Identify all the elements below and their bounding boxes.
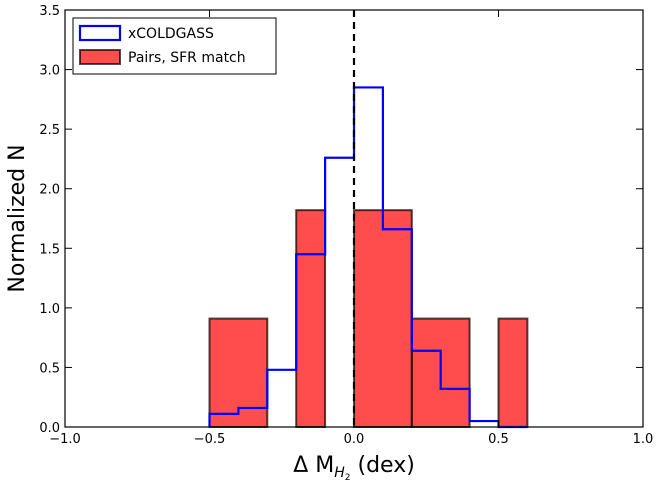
x-axis-title-text: Δ MH2 (dex) xyxy=(293,453,415,483)
x-tick-label: 0.0 xyxy=(344,432,365,447)
x-tick-label: 1.0 xyxy=(633,432,654,447)
legend-swatch-xcoldgass xyxy=(78,24,122,42)
legend-label-xcoldgass: xCOLDGASS xyxy=(128,26,214,42)
pairs-bar-4 xyxy=(497,317,529,428)
legend: xCOLDGASS Pairs, SFR match xyxy=(72,17,277,75)
x-axis-title: Δ MH2 (dex) xyxy=(293,453,415,483)
y-axis-title: Normalized N xyxy=(5,144,30,292)
pairs-bar-1 xyxy=(295,209,327,428)
ticks-layer: −1.0 −0.5 0.0 0.5 1.0 0.0 0.5 1.0 1.5 2.0 2.5 3.0 3.… xyxy=(39,4,653,447)
y-tick-label: 3.5 xyxy=(39,4,60,19)
legend-label-pairs: Pairs, SFR match xyxy=(128,50,246,66)
y-tick-label: 2.5 xyxy=(39,123,60,138)
y-tick-label: 0.0 xyxy=(39,421,60,436)
y-tick-label: 2.0 xyxy=(39,183,60,198)
pairs-bars-layer xyxy=(208,209,529,428)
x-tick-label: 0.5 xyxy=(488,432,509,447)
y-tick-label: 1.5 xyxy=(39,242,60,257)
x-tick-label: −0.5 xyxy=(194,432,226,447)
legend-swatch-pairs xyxy=(79,49,121,65)
pairs-bar-2 xyxy=(353,209,413,428)
y-tick-label: 1.0 xyxy=(39,302,60,317)
y-tick-label: 3.0 xyxy=(39,64,60,79)
y-tick-label: 0.5 xyxy=(39,361,60,376)
x-tick-label: −1.0 xyxy=(49,432,81,447)
